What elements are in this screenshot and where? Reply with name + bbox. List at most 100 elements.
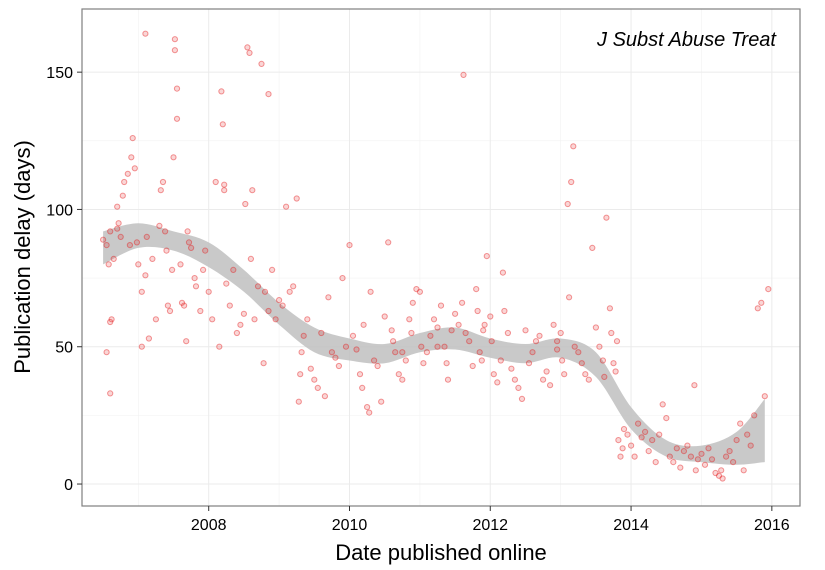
data-point: [444, 376, 452, 383]
data-point: [230, 266, 237, 273]
data-point: [416, 288, 423, 295]
data-point: [143, 233, 150, 240]
data-point: [571, 343, 578, 350]
data-point: [638, 434, 645, 441]
data-point: [300, 332, 307, 339]
data-point: [371, 357, 378, 364]
data-point: [221, 181, 228, 188]
data-point: [251, 316, 258, 323]
data-point: [508, 365, 515, 372]
data-point: [518, 395, 526, 402]
data-point: [321, 393, 328, 400]
smoothing-band: [103, 223, 765, 465]
data-point: [406, 316, 413, 323]
data-point: [635, 420, 642, 427]
data-point: [708, 456, 716, 463]
data-point: [390, 338, 397, 345]
data-point: [297, 371, 304, 378]
data-point: [142, 30, 149, 37]
data-point: [423, 349, 430, 356]
data-point: [525, 360, 533, 367]
data-point: [233, 329, 240, 337]
data-point: [242, 200, 249, 208]
data-point: [575, 349, 582, 356]
data-point: [687, 453, 695, 460]
plot-border: [81, 8, 801, 507]
data-point: [191, 275, 198, 282]
data-point: [293, 195, 300, 202]
data-point: [325, 294, 332, 301]
data-point: [124, 170, 131, 177]
data-point: [601, 373, 608, 380]
data-point: [617, 453, 624, 460]
data-point: [606, 305, 614, 312]
data-point: [388, 327, 395, 334]
data-point: [173, 115, 181, 122]
data-point: [249, 187, 256, 194]
data-point: [395, 371, 402, 378]
data-point: [589, 244, 596, 251]
data-point: [399, 376, 406, 383]
data-point: [126, 242, 133, 249]
data-point: [283, 203, 290, 210]
data-point: [666, 453, 673, 460]
data-point: [712, 469, 719, 477]
data-point: [615, 437, 622, 444]
data-point: [612, 368, 619, 375]
data-point: [409, 299, 416, 306]
data-point: [441, 343, 448, 350]
data-point: [173, 85, 181, 92]
data-point: [437, 302, 445, 309]
data-point: [751, 412, 758, 419]
data-point: [119, 192, 126, 199]
data-point: [599, 357, 607, 364]
data-point: [184, 228, 191, 235]
data-point: [163, 247, 170, 254]
data-point: [237, 321, 244, 328]
data-point: [754, 305, 761, 312]
data-point: [142, 272, 149, 279]
data-point: [532, 338, 540, 345]
data-point: [128, 154, 135, 161]
data-point: [216, 343, 223, 350]
data-point: [448, 327, 455, 334]
data-point: [171, 47, 178, 54]
data-point: [115, 220, 122, 227]
data-point: [356, 371, 364, 378]
data-point: [218, 88, 225, 95]
data-point: [103, 242, 110, 249]
x-axis: 2008 2010 2012 2014 2016: [191, 506, 790, 534]
data-point: [177, 261, 184, 268]
data-point: [164, 302, 171, 309]
x-tick-label: 2010: [332, 517, 368, 534]
data-point: [628, 442, 635, 449]
data-points: [100, 30, 772, 482]
y-axis: 0 50 100 150: [46, 65, 82, 494]
data-point: [349, 332, 357, 339]
data-point: [366, 409, 373, 416]
data-point: [430, 316, 438, 323]
data-point: [188, 244, 195, 251]
data-point: [730, 459, 737, 466]
data-point: [418, 343, 425, 350]
data-point: [185, 239, 193, 246]
data-point: [205, 288, 212, 295]
data-point: [279, 302, 286, 309]
data-point: [557, 329, 564, 337]
data-point: [335, 362, 342, 370]
data-point: [219, 121, 226, 128]
data-point: [269, 266, 276, 273]
data-point: [540, 376, 547, 383]
data-point: [157, 187, 164, 194]
data-point: [737, 420, 744, 427]
data-point: [497, 357, 504, 364]
data-point: [701, 461, 709, 468]
data-point: [613, 338, 621, 345]
data-point: [469, 362, 476, 370]
data-point: [483, 253, 490, 260]
data-point: [108, 316, 115, 323]
data-point: [121, 178, 128, 186]
data-point: [226, 302, 233, 309]
data-point: [481, 321, 488, 328]
data-point: [246, 49, 253, 57]
